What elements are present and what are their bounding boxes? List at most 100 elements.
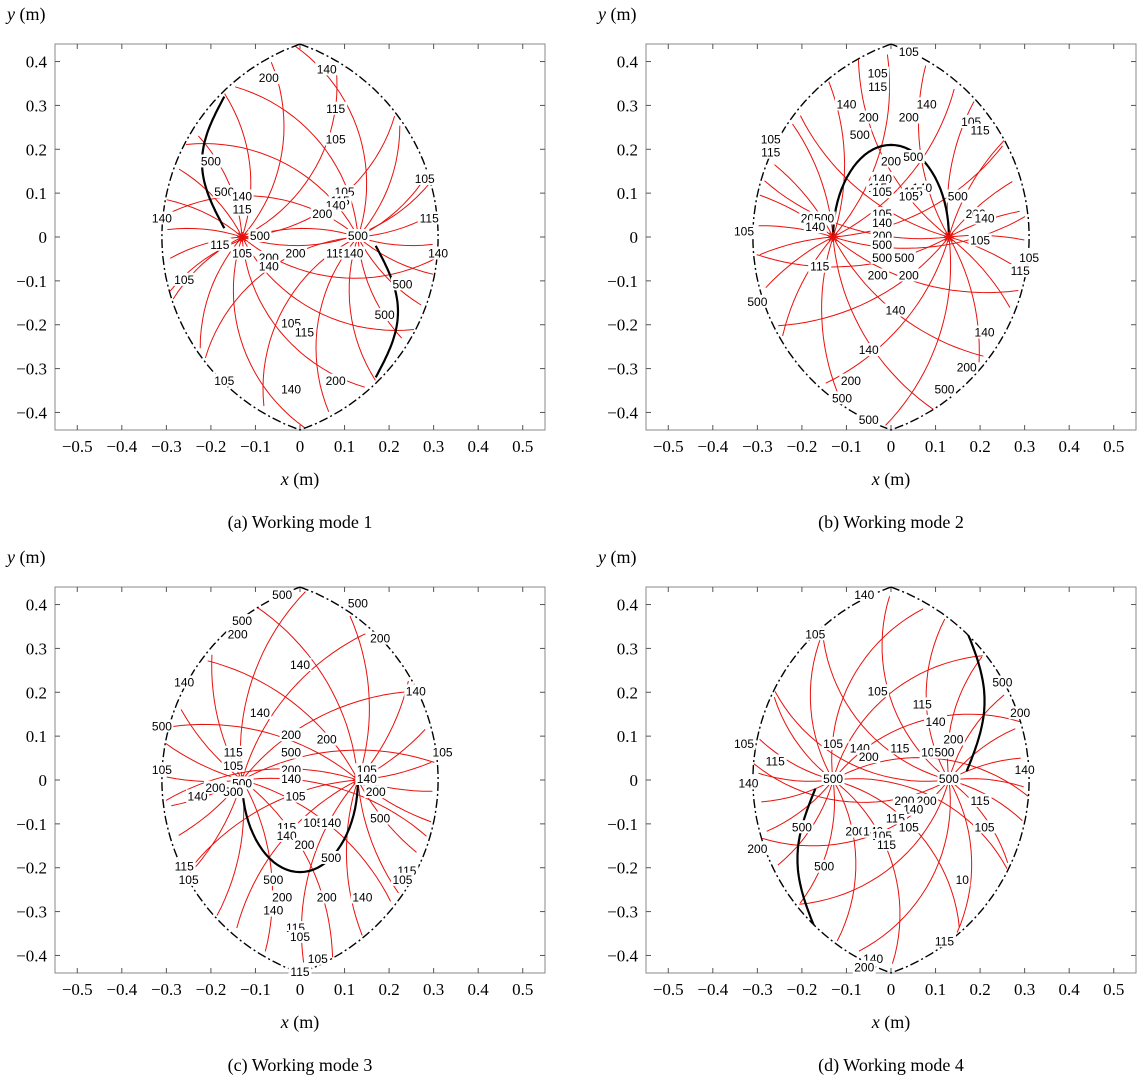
contour-line — [167, 227, 243, 238]
contour-label-bg — [973, 325, 997, 339]
contour-line — [357, 779, 399, 894]
contour-label: 140 — [321, 816, 341, 830]
y-tick-label: −0.4 — [16, 946, 47, 965]
contour-label-bg — [897, 44, 921, 58]
contour-label: 200 — [845, 825, 865, 839]
contour-line — [315, 236, 359, 412]
contour-label: 140 — [975, 326, 995, 340]
contour-label-bg — [230, 202, 254, 216]
contour-label-bg — [368, 811, 392, 825]
plot-frame — [645, 586, 1137, 974]
contour-label: 115 — [210, 238, 229, 252]
contour-label: 140 — [317, 62, 337, 76]
boundary-curve — [161, 43, 439, 431]
contour-label-bg — [212, 373, 236, 387]
panel-caption: (d) Working mode 4 — [818, 1055, 964, 1076]
contour-line — [241, 779, 274, 952]
contour-label-bg — [346, 229, 370, 242]
contour-label: 200 — [859, 750, 879, 764]
contour-line — [188, 779, 358, 872]
contour-label-bg — [745, 294, 769, 308]
contour-label-bg — [426, 246, 450, 260]
contour-label-bg — [315, 890, 339, 904]
contour-label-bg — [821, 772, 845, 785]
y-tick-label: 0.4 — [617, 53, 639, 72]
x-tick-label: 0.2 — [378, 980, 399, 999]
y-tick-label: 0 — [630, 228, 639, 247]
contour-label: 105 — [868, 684, 888, 698]
contour-label: 105 — [179, 873, 199, 887]
x-tick-label: −0.2 — [195, 980, 226, 999]
contour-label-bg — [1008, 706, 1032, 720]
contour-label: 500 — [823, 772, 843, 786]
contour-line — [799, 779, 950, 905]
x-tick-label: 0.1 — [334, 437, 355, 456]
contour-line — [241, 62, 285, 238]
x-axis-label: x (m) — [871, 1012, 911, 1033]
contour-label-bg — [172, 272, 196, 286]
panel-b: −0.5 −0.4 −0.3 −0.2 −0.1 0 0.1 0.2 0.3 0.4 0.5 −0.4… — [596, 4, 1137, 533]
contour-label-bg — [968, 793, 992, 807]
contour-line — [765, 236, 834, 289]
contour-label: 140 — [343, 247, 363, 261]
contour-label-bg — [830, 391, 854, 405]
contour-label-bg — [875, 837, 899, 851]
contour-label: 200 — [317, 733, 337, 747]
contour-label: 140 — [263, 904, 283, 918]
contour-line — [216, 779, 245, 916]
contour-label-bg — [932, 934, 956, 948]
contour-line — [948, 236, 1011, 308]
contour-label: 200 — [854, 961, 874, 975]
contour-label: 140 — [406, 684, 426, 698]
contour-label: 500 — [747, 295, 767, 309]
contour-label-bg — [857, 343, 881, 357]
x-tick-label: −0.4 — [106, 980, 137, 999]
contour-label: 105 — [308, 952, 328, 966]
contour-line — [241, 690, 413, 781]
x-axis-label: x (m) — [280, 469, 320, 490]
contour-label: 140 — [926, 715, 946, 729]
contour-label: 200 — [272, 890, 292, 904]
contour-line — [822, 632, 950, 781]
contour-label-bg — [790, 820, 814, 834]
contour-line — [948, 779, 973, 933]
contour-label-bg — [932, 382, 956, 396]
contour-line — [753, 763, 950, 803]
contour-line — [357, 236, 422, 306]
contour-label-bg — [186, 789, 210, 803]
contour-line — [199, 236, 243, 349]
contour-label-bg — [315, 732, 339, 746]
contour-label: 115 — [971, 794, 990, 808]
contour-label-bg — [230, 614, 254, 628]
contour-label-bg — [315, 62, 339, 76]
y-axis-label: y (m) — [596, 547, 637, 568]
boundary-curve — [752, 586, 1030, 974]
contour-line — [832, 236, 1019, 294]
contour-label: 115 — [761, 146, 780, 160]
contour-label-bg — [199, 154, 223, 168]
x-tick-label: −0.3 — [742, 437, 773, 456]
contour-label-bg — [292, 325, 316, 339]
contour-label: 500 — [832, 391, 852, 405]
contour-label: 140 — [290, 658, 310, 672]
contour-label: 500 — [214, 185, 234, 199]
contour-line — [832, 216, 1026, 249]
contour-line — [809, 627, 834, 781]
contour-label: 200 — [957, 361, 977, 375]
contour-label: 115 — [420, 211, 439, 225]
contour-line — [946, 656, 983, 781]
contour-label: 200 — [205, 781, 225, 795]
contour-label-bg — [279, 772, 303, 785]
contour-label: 105 — [734, 225, 754, 239]
contour-label-bg — [172, 859, 196, 873]
y-tick-label: −0.3 — [607, 903, 638, 922]
x-tick-label: −0.5 — [62, 437, 93, 456]
contour-label: 200 — [326, 374, 346, 388]
contour-label: 500 — [201, 154, 221, 168]
contour-line — [948, 140, 1005, 238]
contour-label-bg — [248, 229, 272, 242]
contour-label: 500 — [375, 308, 395, 322]
y-axis-label: y (m) — [5, 547, 46, 568]
contour-label-bg — [924, 714, 948, 728]
x-tick-label: −0.4 — [697, 980, 728, 999]
